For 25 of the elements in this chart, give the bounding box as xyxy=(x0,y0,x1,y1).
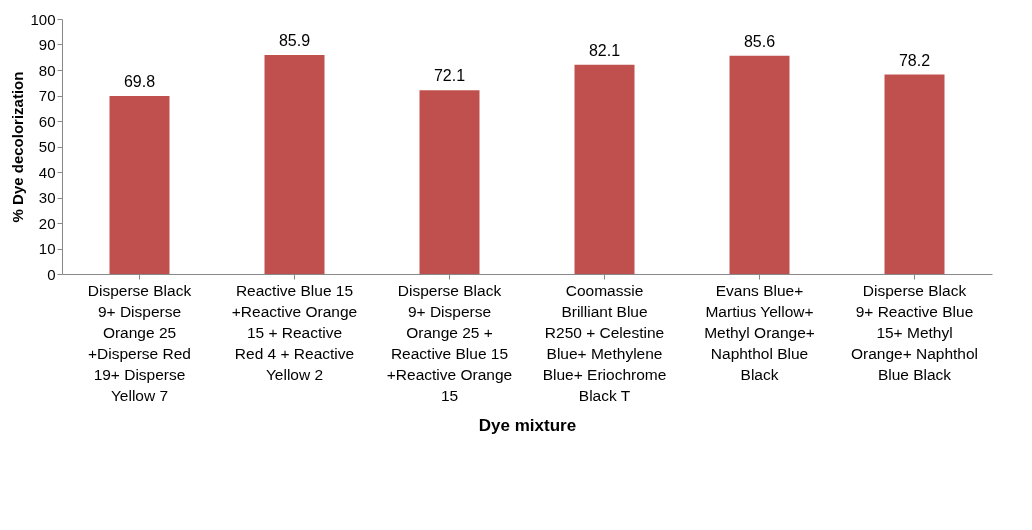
y-tick-label: 40 xyxy=(38,163,56,181)
data-label: 85.9 xyxy=(278,31,311,49)
y-tick-label: 50 xyxy=(38,138,56,155)
y-tick-label: 100 xyxy=(30,10,56,28)
x-tick-label: Disperse Black 9+ Disperse Orange 25 +Disperse Red 19+ Disperse Yellow 7 xyxy=(87,281,192,404)
x-tick-label: Disperse Black 9+ Reactive Blue 15+ Methyl Orange+ Naphthol Blue Black xyxy=(850,281,979,383)
data-label: 85.6 xyxy=(743,32,776,50)
y-tick-label: 10 xyxy=(38,240,56,257)
data-label: 82.1 xyxy=(588,41,621,59)
data-label: 72.1 xyxy=(433,67,466,85)
y-tick-label: 80 xyxy=(38,61,56,79)
y-tick-label: 20 xyxy=(38,214,56,232)
x-tick-label: Reactive Blue 15 +Reactive Orange 15 + Reactive Red 4 + Reactive Yellow 2 xyxy=(231,281,358,383)
y-tick-label: 70 xyxy=(38,87,56,104)
x-tick-label: Coomassie Brilliant Blue R250 + Celestine Blue+ Methylene Blue+ Eriochrome Black T xyxy=(542,281,667,404)
x-axis-title: Dye mixture xyxy=(478,416,577,435)
y-axis-title: % Dye decolorization xyxy=(9,71,27,223)
y-tick-label: 60 xyxy=(38,112,56,130)
y-tick-label: 30 xyxy=(38,189,56,206)
x-tick-label: Disperse Black 9+ Disperse Orange 25 + Reactive Blue 15 +Reactive Orange 15 xyxy=(386,281,513,404)
y-tick-label: 0 xyxy=(47,265,56,283)
x-tick-label: Evans Blue+ Martius Yellow+ Methyl Orange+ Naphthol Blue Black xyxy=(704,281,815,383)
data-label: 78.2 xyxy=(898,51,931,69)
y-tick-label: 90 xyxy=(38,36,56,53)
data-label: 69.8 xyxy=(123,73,156,91)
